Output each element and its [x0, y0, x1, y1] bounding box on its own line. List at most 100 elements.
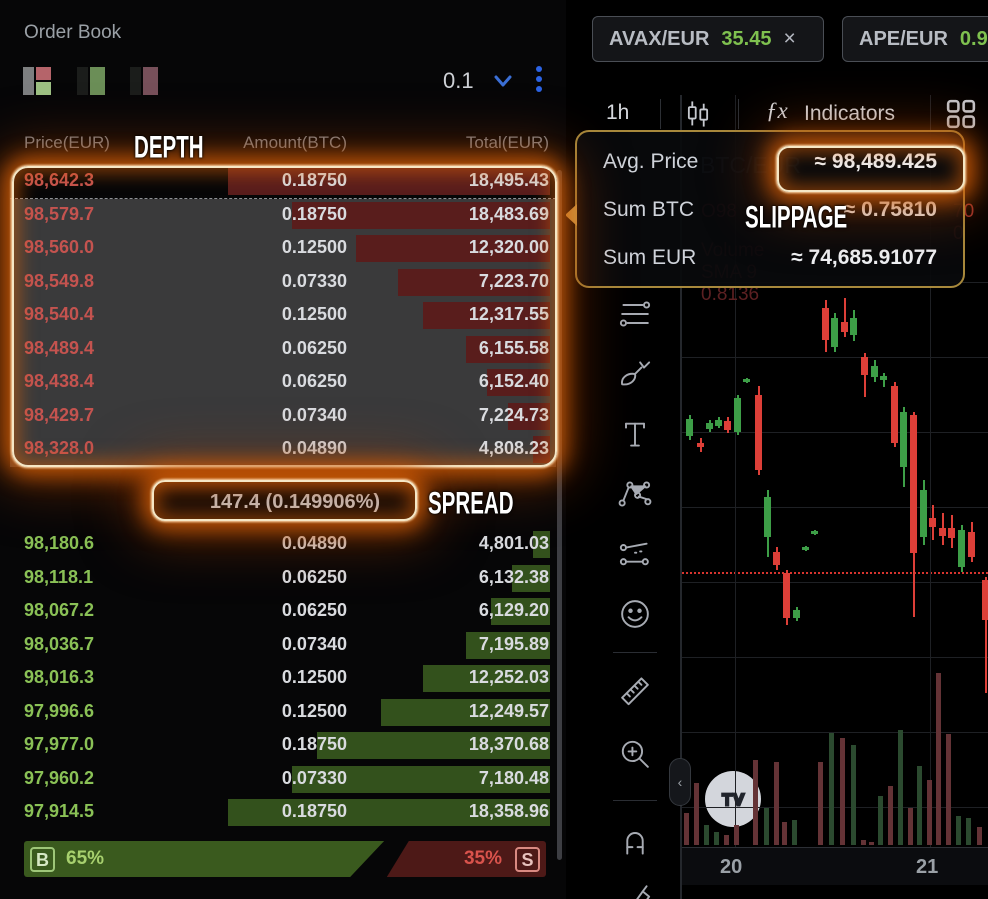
layout-grid-icon[interactable]	[943, 96, 979, 132]
forecast-lines-icon[interactable]	[617, 536, 653, 572]
price-cell: 98,429.7	[24, 404, 95, 425]
col-total: Total(EUR)	[465, 133, 549, 152]
candle	[811, 531, 818, 534]
ask-row[interactable]: 98,642.3 0.18750 18,495.43	[10, 165, 556, 199]
ask-row[interactable]: 98,540.4 0.12500 12,317.55	[10, 299, 556, 333]
chevron-down-icon[interactable]	[492, 72, 514, 90]
bid-row[interactable]: 97,914.5 0.18750 18,358.96	[10, 796, 556, 830]
bid-row[interactable]: 98,016.3 0.12500 12,252.03	[10, 662, 556, 696]
amount-cell: 0.18750	[281, 801, 347, 821]
scrollbar[interactable]	[557, 170, 562, 860]
volume-bar	[734, 825, 739, 845]
ruler-icon[interactable]	[617, 672, 653, 708]
total-cell: 7,180.48	[478, 767, 549, 788]
pencil-icon[interactable]	[617, 876, 653, 899]
amount-cell: 0.06250	[281, 371, 347, 391]
amount-cell: 0.18750	[281, 734, 347, 754]
kebab-menu-icon[interactable]	[536, 66, 542, 92]
ask-row[interactable]: 98,560.0 0.12500 12,320.00	[10, 232, 556, 266]
tradingview-logo	[705, 771, 761, 827]
depth-bar	[508, 402, 550, 430]
collapse-toolbar-handle[interactable]: ‹	[669, 758, 691, 806]
depth-bar	[466, 631, 550, 659]
chart-panel: AVAX/EUR 35.45 × APE/EUR 0.9 1h ƒx Indic…	[566, 0, 988, 899]
candle	[968, 532, 975, 557]
tab-ape-eur[interactable]: APE/EUR 0.9	[842, 16, 988, 62]
brush-icon[interactable]	[617, 356, 653, 392]
ask-row[interactable]: 98,549.8 0.07330 7,223.70	[10, 265, 556, 299]
bid-row[interactable]: 97,996.6 0.12500 12,249.57	[10, 696, 556, 730]
order-book-layout-asks-icon[interactable]	[130, 67, 160, 95]
volume-bar	[829, 733, 834, 845]
depth-bar	[381, 698, 550, 726]
ask-row[interactable]: 98,328.0 0.04890 4,808.23	[10, 433, 556, 467]
trend-lines-icon[interactable]	[617, 296, 653, 332]
text-tool-icon[interactable]	[617, 416, 653, 452]
candle-wick	[863, 353, 866, 397]
order-book-header: Price(EUR) Amount(BTC) Total(EUR)	[10, 133, 556, 157]
bid-row[interactable]: 97,960.2 0.07330 7,180.48	[10, 763, 556, 797]
total-cell: 6,152.40	[478, 371, 549, 391]
volume-bar	[956, 816, 961, 845]
price-cell: 97,996.6	[24, 700, 95, 721]
total-cell: 18,495.43	[468, 170, 549, 190]
zoom-in-icon[interactable]	[617, 736, 653, 772]
candle	[697, 443, 704, 447]
tab-pair: AVAX/EUR	[609, 27, 710, 50]
candle-style-icon[interactable]	[682, 98, 714, 130]
order-book-title: Order Book	[24, 22, 122, 43]
bid-row[interactable]: 98,180.6 0.04890 4,801.03	[10, 528, 556, 562]
bid-row[interactable]: 97,977.0 0.18750 18,370.68	[10, 729, 556, 763]
order-book-layout-split-icon[interactable]	[23, 67, 53, 95]
price-chart[interactable]	[682, 95, 988, 847]
volume-bar	[878, 796, 883, 845]
candle	[686, 419, 693, 436]
price-cell: 97,977.0	[24, 734, 95, 754]
amount-cell: 0.07340	[281, 633, 347, 654]
candle	[948, 528, 955, 538]
indicators-button[interactable]: Indicators	[804, 102, 896, 125]
close-icon[interactable]: ×	[783, 27, 796, 50]
ask-row[interactable]: 98,429.7 0.07340 7,224.73	[10, 399, 556, 433]
volume-bar	[792, 820, 797, 845]
tooltip-row: Avg. Price ≈ 98,489.425	[577, 150, 963, 180]
buy-sell-ratio-bar: B 65% 35% S	[24, 841, 546, 877]
depth-bar	[356, 235, 550, 262]
candle	[958, 530, 965, 567]
magnet-icon[interactable]	[617, 824, 653, 860]
bid-row[interactable]: 98,036.7 0.07340 7,195.89	[10, 629, 556, 663]
total-cell: 12,320.00	[468, 237, 549, 257]
bid-row[interactable]: 98,118.1 0.06250 6,132.38	[10, 562, 556, 596]
ask-row[interactable]: 98,579.7 0.18750 18,483.69	[10, 198, 556, 232]
total-cell: 12,252.03	[468, 667, 549, 687]
depth-tooltip: Avg. Price ≈ 98,489.425 Sum BTC ≈ 0.75810 Su…	[566, 130, 965, 288]
volume-bar	[888, 786, 893, 845]
ask-row[interactable]: 98,438.4 0.06250 6,152.40	[10, 366, 556, 400]
volume-bar	[946, 734, 951, 845]
emoji-icon[interactable]	[617, 596, 653, 632]
gridline	[682, 357, 988, 358]
precision-dropdown[interactable]: 0.1	[443, 68, 474, 93]
panel-divider	[680, 95, 682, 899]
interval-button[interactable]: 1h	[606, 101, 630, 124]
col-amount: Amount(BTC)	[243, 133, 347, 152]
bid-row[interactable]: 98,067.2 0.06250 6,129.20	[10, 595, 556, 629]
volume-bar	[694, 783, 699, 845]
candle-wick	[882, 373, 885, 387]
asks-list: 98,642.3 0.18750 18,495.43 98,579.7 0.18750 1…	[10, 165, 556, 467]
order-book-layout-bids-icon[interactable]	[77, 67, 107, 95]
candle	[764, 497, 771, 537]
amount-cell: 0.06250	[281, 566, 347, 587]
buy-percent: 65%	[66, 848, 105, 869]
time-axis[interactable]: 20 21	[682, 847, 988, 885]
chart-toolbar: 1h ƒx Indicators	[566, 96, 988, 136]
candle	[793, 610, 800, 618]
gridline	[682, 807, 988, 808]
fx-icon[interactable]: ƒx	[766, 98, 788, 123]
tab-avax-eur[interactable]: AVAX/EUR 35.45 ×	[592, 16, 824, 62]
ask-row[interactable]: 98,489.4 0.06250 6,155.58	[10, 332, 556, 366]
volume-bar	[861, 840, 866, 845]
total-cell: 6,129.20	[478, 600, 549, 620]
xabcd-pattern-icon[interactable]	[617, 476, 653, 512]
gridline	[930, 95, 931, 847]
